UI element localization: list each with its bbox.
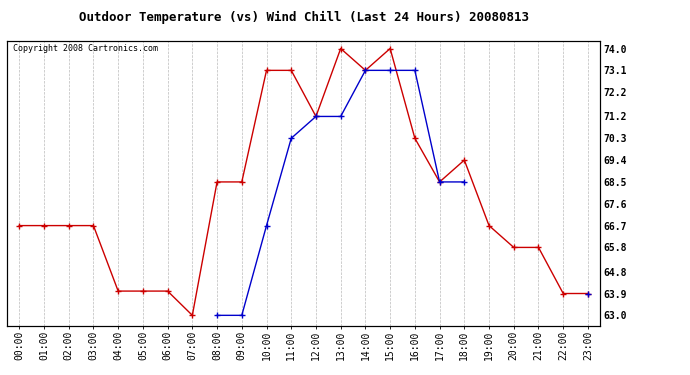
Text: Outdoor Temperature (vs) Wind Chill (Last 24 Hours) 20080813: Outdoor Temperature (vs) Wind Chill (Las…: [79, 11, 529, 24]
Text: Copyright 2008 Cartronics.com: Copyright 2008 Cartronics.com: [13, 44, 158, 53]
